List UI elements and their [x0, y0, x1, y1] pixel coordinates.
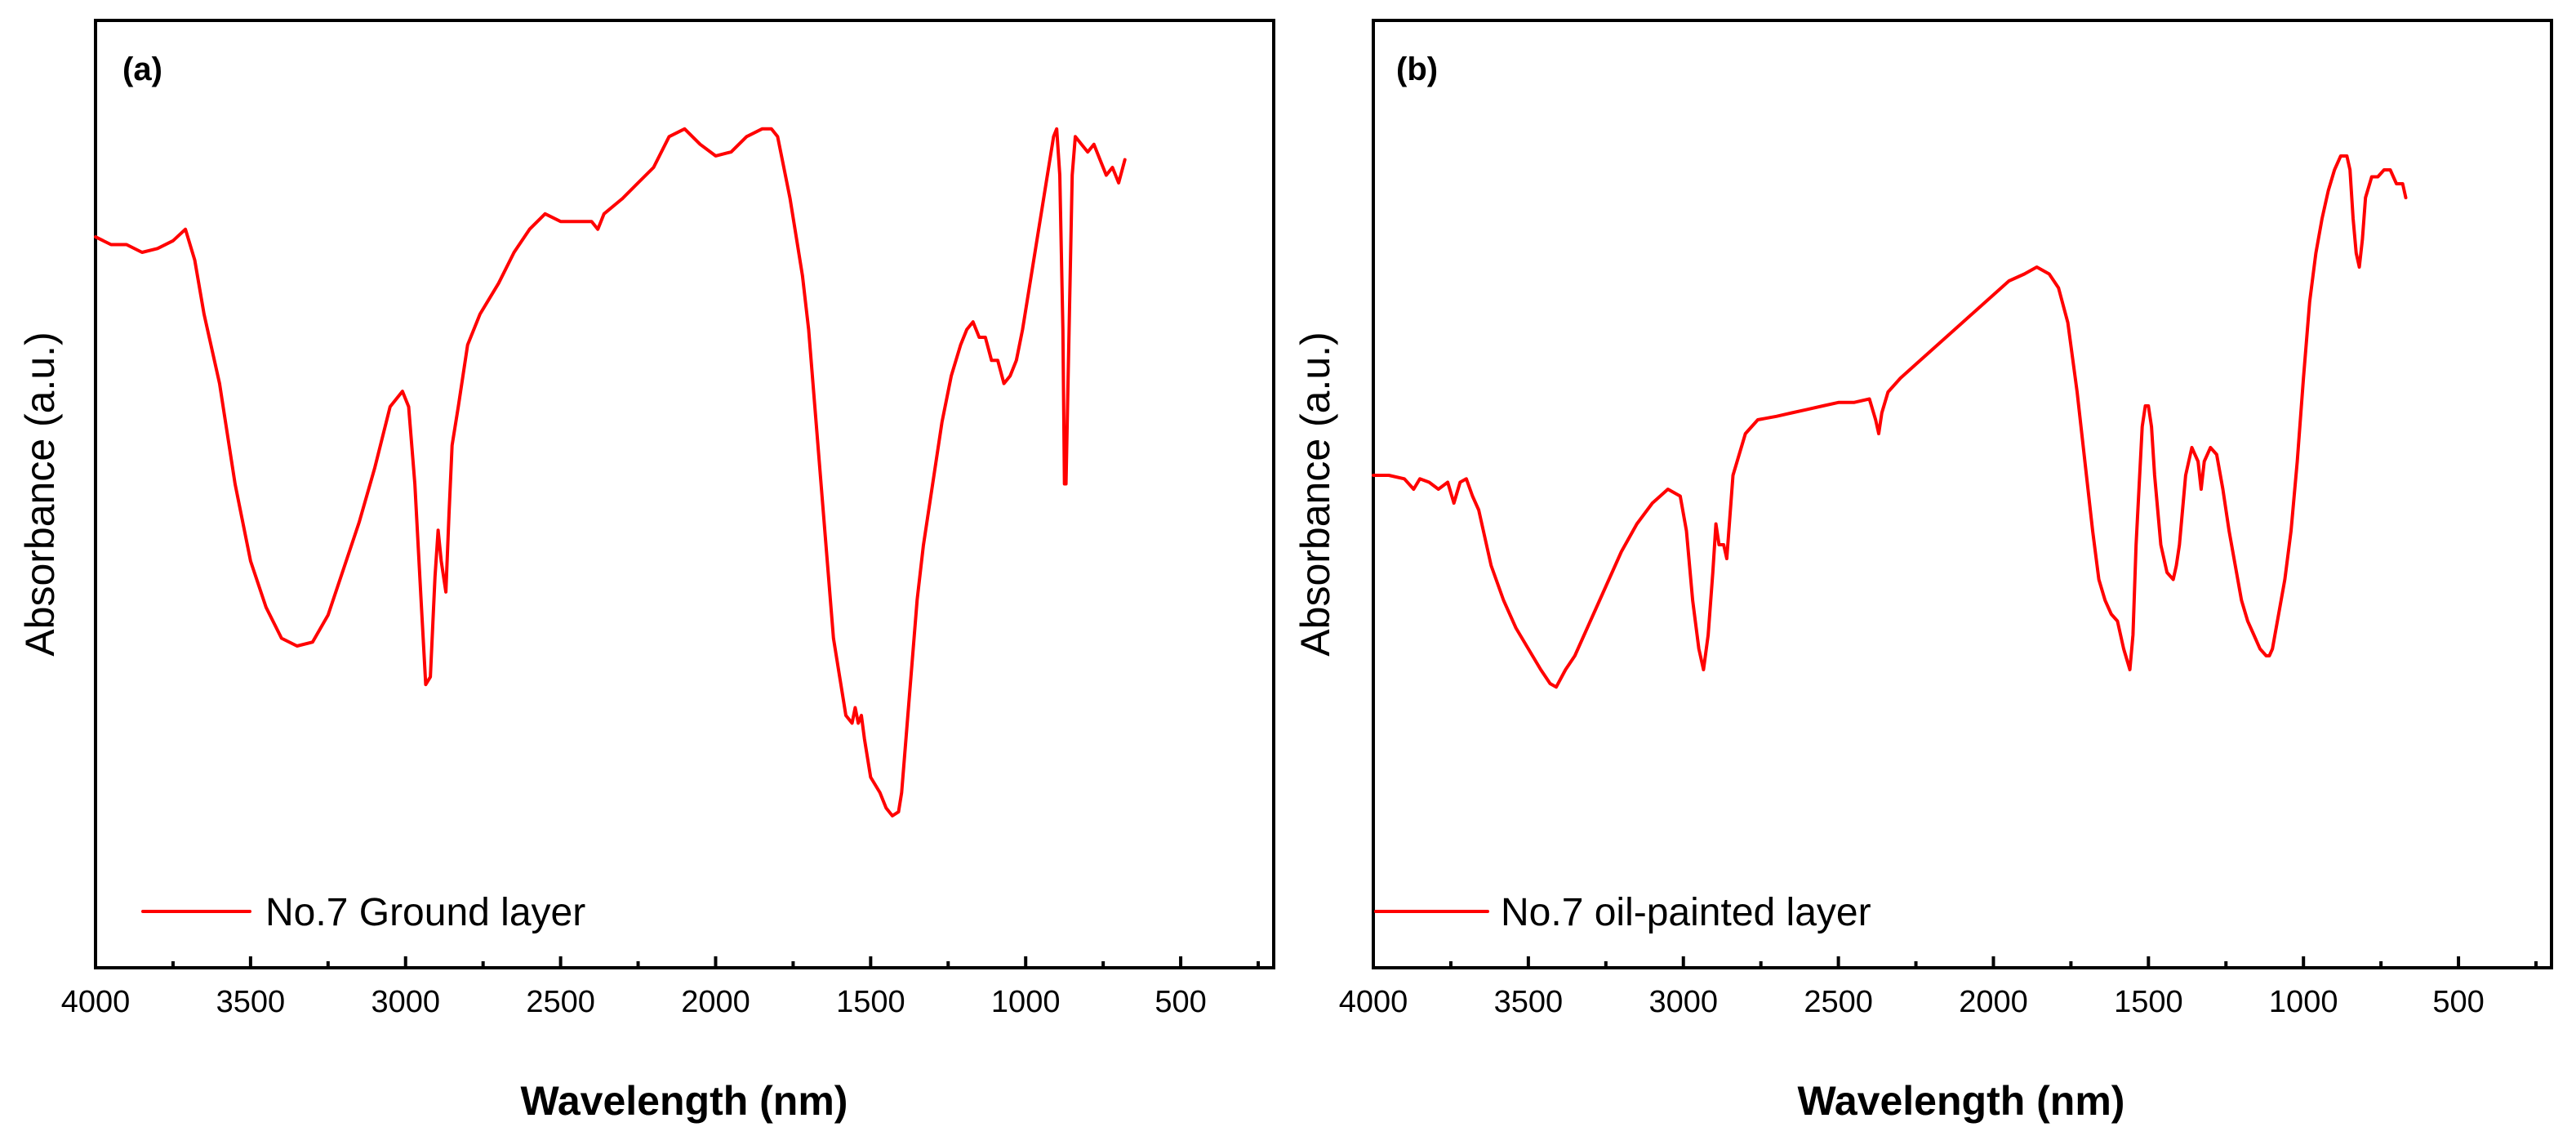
panel-a-x-axis-label: Wavelength (nm) — [521, 1078, 848, 1124]
panel-b: (b) 4000 3500 3000 2500 2000 1500 1000 500 No.7… — [1292, 19, 2553, 1124]
panel-a-label: (a) — [122, 51, 162, 87]
panel-a-x-tick-label-4000: 4000 — [61, 985, 131, 1019]
panel-a-y-axis-label: Absorbance (a.u.) — [17, 332, 63, 656]
panel-b-x-tick-label-2000: 2000 — [1959, 985, 2028, 1019]
panel-b-series-line — [1372, 154, 2408, 689]
panel-a-x-tick-label-1500: 1500 — [836, 985, 905, 1019]
panel-b-x-tick-label-3000: 3000 — [1648, 985, 1718, 1019]
panel-b-label: (b) — [1396, 51, 1438, 87]
panel-b-y-axis-label: Absorbance (a.u.) — [1292, 332, 1338, 656]
panel-b-x-axis-label: Wavelength (nm) — [1798, 1078, 2125, 1124]
panel-b-x-tick-label-2500: 2500 — [1804, 985, 1873, 1019]
panel-b-x-tick-label-1000: 1000 — [2269, 985, 2338, 1019]
panel-a-series-line — [94, 127, 1127, 818]
panel-b-x-tick-label-1500: 1500 — [2114, 985, 2183, 1019]
panel-a-x-tick-label-3000: 3000 — [371, 985, 440, 1019]
panel-a-x-tick-label-2500: 2500 — [526, 985, 595, 1019]
panel-a-plot-frame — [94, 19, 1275, 969]
panel-b-x-tick-label-4000: 4000 — [1339, 985, 1408, 1019]
panel-b-x-ticks: 4000 3500 3000 2500 2000 1500 1000 500 — [1339, 956, 2538, 1019]
panel-b-x-tick-label-500: 500 — [2432, 985, 2484, 1019]
panel-a-legend-label: No.7 Ground layer — [265, 891, 585, 934]
panel-a-x-ticks: 4000 3500 3000 2500 2000 1500 1000 500 — [61, 956, 1261, 1019]
panel-a-x-tick-label-1000: 1000 — [991, 985, 1061, 1019]
panel-a-x-tick-label-500: 500 — [1155, 985, 1206, 1019]
panel-b-x-tick-label-3500: 3500 — [1494, 985, 1564, 1019]
panel-a: (a) 4000 3500 3000 2500 2000 1500 1000 500 No.7… — [17, 19, 1275, 1124]
panel-b-plot-frame — [1372, 19, 2553, 969]
panel-b-legend-label: No.7 oil-painted layer — [1501, 891, 1871, 934]
panel-a-x-tick-label-3500: 3500 — [216, 985, 286, 1019]
panel-a-x-tick-label-2000: 2000 — [681, 985, 750, 1019]
